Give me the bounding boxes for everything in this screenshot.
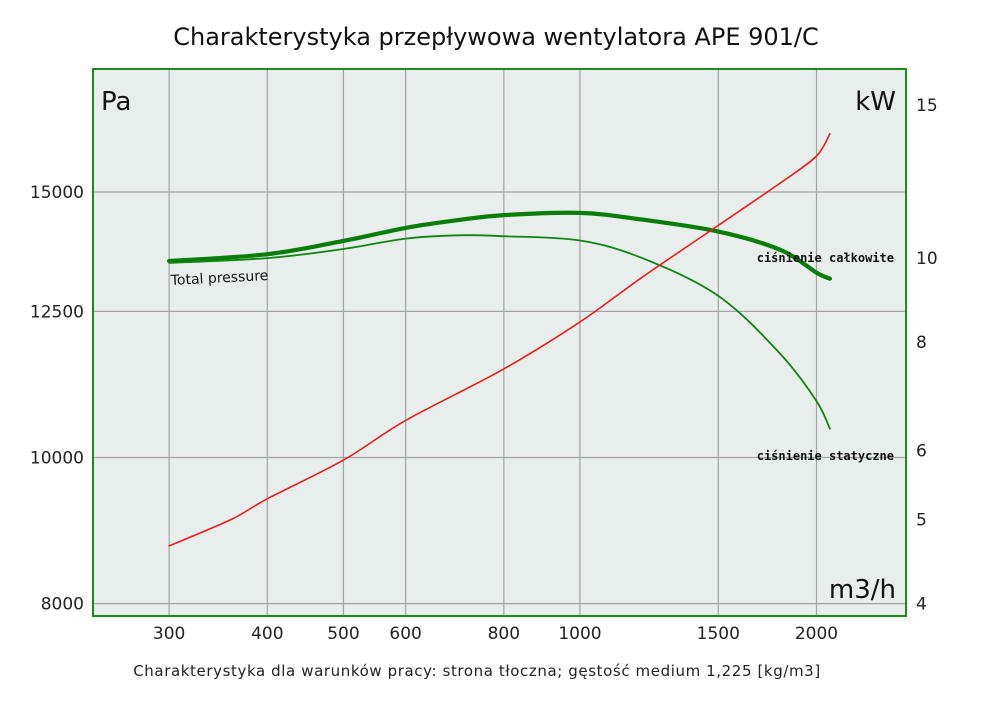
right-axis-unit: kW [855, 87, 896, 117]
left-tick-label: 12500 [30, 302, 84, 322]
left-tick-label: 10000 [30, 448, 84, 468]
chart-title: Charakterystyka przepływowa wentylatora … [173, 23, 819, 51]
right-tick-label: 8 [916, 333, 927, 353]
x-tick-label: 2000 [795, 624, 838, 644]
plot-area [93, 69, 906, 616]
x-axis-unit: m3/h [829, 575, 896, 605]
right-tick-label: 4 [916, 595, 927, 615]
x-tick-label: 400 [251, 624, 283, 644]
x-tick-label: 1000 [558, 624, 601, 644]
chart-caption: Charakterystyka dla warunków pracy: stro… [133, 662, 821, 680]
total-pressure-label: ciśnienie całkowite [757, 251, 894, 265]
power-curve [168, 132, 831, 547]
grid [93, 69, 906, 616]
left-axis-unit: Pa [101, 87, 131, 117]
left-tick-label: 15000 [30, 183, 84, 203]
x-tick-label: 1500 [697, 624, 740, 644]
plot-frame [92, 68, 907, 617]
x-axis-ticks: 300 400 500 600 800 1000 1500 2000 [153, 624, 838, 644]
right-tick-label: 5 [916, 510, 927, 530]
right-tick-label: 15 [916, 96, 938, 116]
x-tick-label: 500 [327, 624, 359, 644]
static-pressure-curve [168, 234, 831, 430]
x-tick-label: 800 [488, 624, 520, 644]
right-axis-ticks: 4 5 6 8 10 15 [916, 96, 938, 615]
x-tick-label: 600 [389, 624, 421, 644]
static-pressure-label: ciśnienie statyczne [757, 449, 894, 463]
total-pressure-curve [167, 210, 832, 281]
x-tick-label: 300 [153, 624, 185, 644]
right-tick-label: 10 [916, 249, 938, 269]
left-axis-ticks: 8000 10000 12500 15000 [30, 183, 84, 615]
total-pressure-annotation: Total pressure [169, 268, 268, 289]
curves [167, 132, 832, 547]
left-tick-label: 8000 [41, 595, 84, 615]
right-tick-label: 6 [916, 442, 927, 462]
